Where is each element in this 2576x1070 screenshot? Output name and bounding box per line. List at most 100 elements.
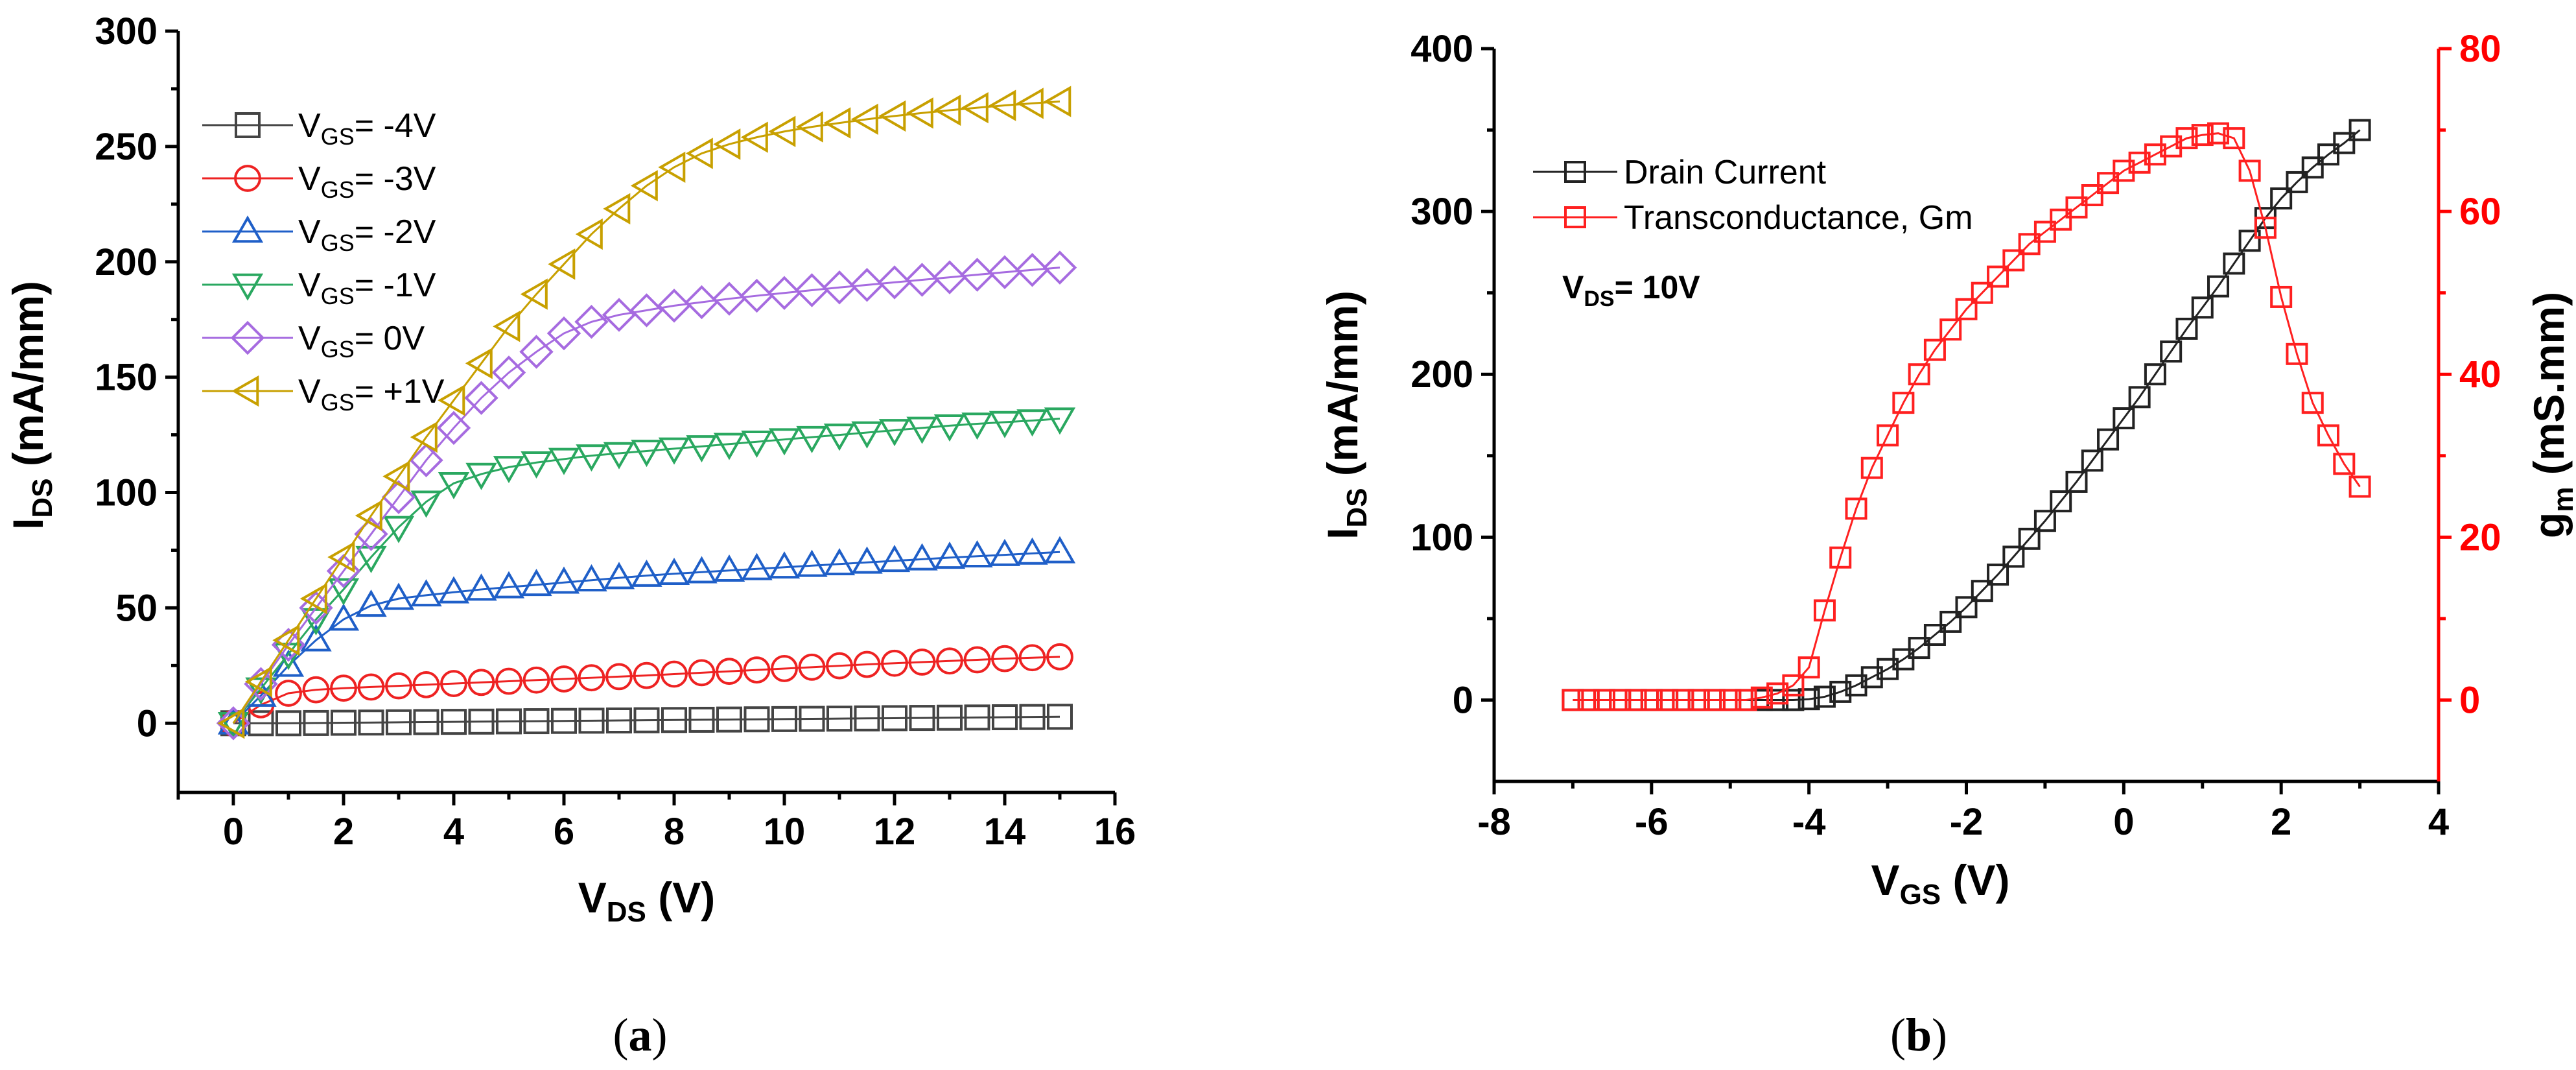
data-point [963, 646, 991, 674]
data-point [1923, 339, 1946, 361]
y-tick-label: 300 [1411, 191, 1473, 233]
x-tick-label: -2 [1950, 801, 1984, 843]
data-point [303, 709, 329, 736]
legend-label: VGS= -3V [298, 160, 436, 203]
data-point [468, 708, 495, 735]
y2-tick-label: 60 [2459, 191, 2501, 233]
data-point [1939, 318, 1962, 341]
data-point [2113, 160, 2135, 182]
data-point [217, 707, 250, 735]
data-point [1593, 689, 1615, 711]
data-point [2002, 249, 2025, 272]
data-point [768, 551, 801, 579]
legend-marker [231, 215, 264, 243]
data-point [2286, 171, 2308, 193]
data-point [576, 564, 607, 592]
legend-marker [231, 273, 264, 301]
data-point [440, 670, 467, 697]
data-point [493, 456, 525, 484]
series-5 [216, 250, 1077, 741]
data-point [688, 706, 715, 733]
data-point [522, 666, 550, 694]
legend-marker [1564, 161, 1586, 183]
data-point [244, 666, 272, 698]
data-point [1860, 457, 1883, 479]
data-point [796, 425, 828, 453]
data-point [2191, 124, 2214, 147]
data-point [330, 674, 357, 702]
data-point [2002, 545, 2025, 568]
data-point [631, 559, 662, 587]
data-point [936, 647, 963, 675]
data-point [878, 100, 906, 132]
data-point [799, 706, 825, 732]
data-point [771, 655, 798, 682]
data-point [961, 412, 993, 440]
data-point [992, 704, 1018, 731]
data-point [578, 664, 605, 692]
data-point [633, 661, 661, 689]
data-point [878, 419, 911, 447]
data-point [438, 576, 470, 604]
data-point [767, 276, 802, 311]
legend-label: Drain Current [1624, 154, 1827, 191]
data-point [881, 649, 908, 677]
data-point [1845, 674, 1868, 696]
data-point [1577, 689, 1600, 711]
x-tick-label: 4 [443, 811, 464, 853]
y2-tick-label: 40 [2459, 353, 2501, 396]
data-point [2128, 151, 2151, 174]
data-point [410, 579, 442, 607]
data-point [410, 421, 438, 453]
data-point [495, 667, 522, 695]
legend-label: VGS= -4V [298, 107, 436, 150]
data-point [606, 707, 632, 734]
data-point [1656, 689, 1679, 711]
data-point [217, 707, 245, 739]
data-point [964, 704, 990, 731]
data-point [2333, 453, 2356, 475]
data-point [657, 289, 692, 323]
series-2 [1562, 122, 2371, 711]
data-point [603, 442, 635, 470]
data-point [1016, 537, 1048, 565]
legend-label: VGS= 0V [298, 320, 425, 363]
panel-a: 0 2 4 6 8 10 12 14 16 0 50 100 150 200 250 300 VDS (V) ID… [4, 10, 1136, 1061]
y-tick-label: 200 [95, 241, 158, 283]
legend: Drain Current Transconductance, Gm [1533, 154, 1973, 237]
data-point [851, 546, 883, 574]
data-point [661, 707, 687, 733]
data-point [1860, 666, 1883, 689]
y-tick-label: 400 [1411, 28, 1473, 70]
legend-label: VGS= +1V [298, 373, 445, 416]
data-point [987, 255, 1022, 289]
legend-item: VGS= -2V [202, 213, 436, 256]
x-tick-label: 8 [664, 811, 685, 853]
data-point [877, 265, 912, 300]
data-point [2207, 275, 2230, 298]
data-point [327, 541, 355, 573]
data-point [551, 707, 577, 734]
data-point [2207, 122, 2230, 145]
legend-label: Transconductance, Gm [1624, 199, 1973, 237]
data-point [658, 437, 690, 465]
data-point [2144, 143, 2166, 166]
data-point [272, 624, 300, 656]
data-point [2050, 208, 2072, 231]
data-point [882, 705, 907, 731]
x-axis-title: VDS (V) [578, 874, 715, 928]
data-point [275, 710, 301, 737]
data-point [2033, 510, 2056, 532]
x-tick-label: 14 [984, 811, 1026, 853]
data-point [275, 680, 302, 707]
data-point [712, 281, 747, 316]
data-point [331, 709, 357, 736]
data-point [300, 624, 332, 652]
data-point [633, 707, 660, 733]
y-tick-label: 100 [95, 472, 158, 514]
data-point [382, 516, 415, 543]
data-point [906, 543, 938, 571]
data-point [496, 708, 522, 735]
data-point [716, 706, 742, 733]
